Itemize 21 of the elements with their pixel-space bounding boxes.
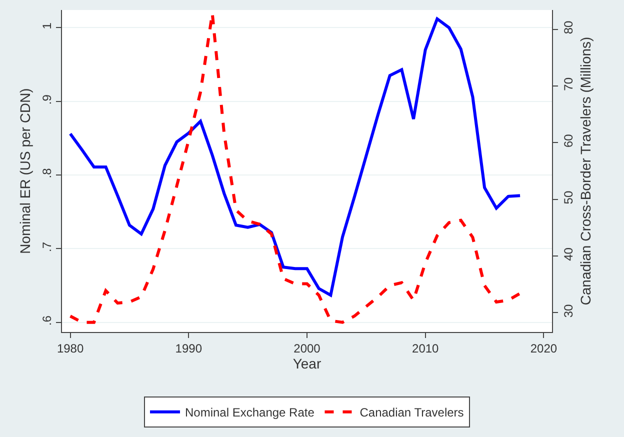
y2-tick-label: 80 — [561, 20, 576, 34]
y-tick-label: 1 — [40, 22, 54, 30]
y-tick-label: .9 — [40, 94, 54, 105]
x-axis-title: Year — [292, 356, 322, 372]
x-tick-label: 1980 — [56, 341, 84, 356]
x-tick-label: 2010 — [412, 341, 440, 356]
y-tick-label: .8 — [40, 168, 54, 178]
y2-tick-label: 50 — [561, 190, 576, 204]
y2-axis-title: Canadian Cross-Border Travelers (Millions) — [578, 36, 594, 306]
y-tick-label: .7 — [40, 242, 54, 252]
x-tick-label: 2020 — [530, 341, 558, 356]
y-tick-label: .6 — [40, 315, 54, 326]
y2-tick-label: 70 — [561, 77, 576, 91]
y-axis-title: Nominal ER (US per CDN) — [16, 88, 33, 254]
x-tick-label: 2000 — [294, 341, 321, 356]
y2-tick-label: 60 — [561, 134, 576, 148]
x-tick-label: 1990 — [175, 341, 202, 356]
y2-tick-label: 40 — [561, 247, 576, 261]
legend-label: Nominal Exchange Rate — [185, 406, 315, 420]
y2-tick-label: 30 — [561, 304, 576, 318]
legend-label: Canadian Travelers — [360, 406, 464, 420]
